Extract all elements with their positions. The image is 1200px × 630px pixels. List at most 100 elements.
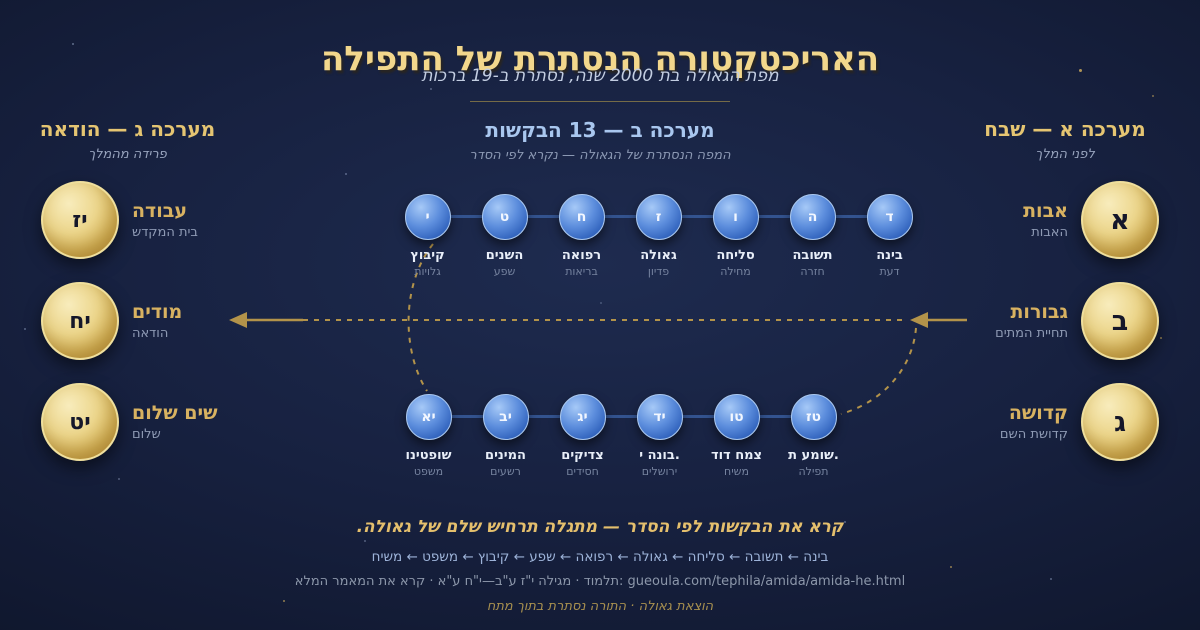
act-item-label: שים שלום [132,402,218,424]
act-circle: ב [1081,282,1159,360]
act-item: אבות האבות א [854,181,1159,259]
act-item: יז עבודה בית המקדש [41,181,346,259]
divider [470,101,730,102]
blessing-label: צמח דוד [710,448,763,463]
blessing-letter: ה [807,209,818,225]
act-b-subheading: המפה הנסתרת של הגאולה — נקרא לפי הסדר [469,148,731,163]
blessing-label: השנים [485,248,524,263]
act-item-label: קדושה [1008,402,1068,424]
blessing-letter: יא [421,409,436,425]
act-c-header: מערכה ג — הודאה פרידה מהמלך [0,117,255,162]
blessing-letter: ט [499,209,510,225]
act-letter: יז [72,207,88,233]
blessing-sublabel: תפילה [798,465,829,478]
act-item-labels: עבודה בית המקדש [132,200,346,240]
blessing-sublabel: משפט [413,465,444,478]
star [1050,578,1052,580]
act-letter: יט [69,409,91,435]
star [345,173,347,175]
blessing-sublabel: חזרה [800,265,825,278]
act-a-heading: מערכה א — שבח [984,117,1146,141]
act-item-sublabel: שלום [132,427,161,442]
blessing-node: ז גאולה פדיון [620,194,697,278]
act-b-heading: מערכה ב — 13 הבקשות [485,118,715,142]
act-item: יח מודים הודאה [41,282,346,360]
blessing-circle: ז [635,194,682,240]
star [600,302,602,304]
blessing-sublabel: חסידים [566,465,599,478]
act-circle: א [1081,181,1159,259]
blessing-label: תשובה [792,248,833,263]
act-item-label: מודים [132,301,183,323]
blessing-node: ח רפואה בריאות [543,194,620,278]
source-url[interactable]: gueoula.com/tephila/amida/amida-he.html [627,574,906,589]
blessing-label: קיבוץ [410,248,445,263]
act-a-items: אבות האבות א גבורות תחיית המתים ב קדושה קדושת ה… [854,181,1159,461]
blessing-letter: טז [805,409,822,425]
act-a-header: מערכה א — שבח לפני המלך [930,117,1200,162]
act-circle: יז [41,181,119,259]
act-item-label: אבות [1023,200,1068,222]
blessing-circle: יא [405,394,452,440]
blessing-sublabel: שפע [493,265,516,278]
blessing-circle: טו [713,394,760,440]
blessing-sublabel: ירושלים [641,465,678,478]
blessing-node: ה תשובה חזרה [774,194,851,278]
blessing-letter: יב [499,409,512,425]
star [1160,337,1162,339]
act-letter: יח [69,308,91,334]
act-item-sublabel: האבות [1031,225,1068,240]
blessing-circle: ט [481,194,528,240]
blessing-label: שומע ת. [788,448,839,463]
star [364,540,366,542]
cta-text: קרא את הבקשות לפי הסדר — מתגלה תרחיש שלם… [356,517,844,537]
act-a-subheading: לפני המלך [1035,147,1095,162]
blessing-circle: יב [482,394,529,440]
act-item-sublabel: תחיית המתים [995,326,1068,341]
act-item-label: עבודה [132,200,187,222]
blessing-label: סליחה [716,248,755,263]
blessing-node: ו סליחה מחילה [697,194,774,278]
act-item-sublabel: קדושת השם [999,427,1068,442]
page-title: האריכטקטורה הנסתרת של התפילה [320,38,880,79]
star [283,600,285,602]
blessing-sublabel: משיח [724,465,749,478]
act-item: גבורות תחיית המתים ב [854,282,1159,360]
blessing-circle: ה [789,194,836,240]
act-item-sublabel: הודאה [132,326,169,341]
blessing-letter: ו [733,209,738,225]
blessing-label: גאולה [640,248,677,263]
act-circle: יט [41,383,119,461]
sequence-text: בינה ← תשובה ← סליחה ← גאולה ← רפואה ← ש… [371,549,829,565]
blessing-label: בינה [876,248,903,263]
act-c-items: יז עבודה בית המקדש יח מודים הודאה יט שים שלום של… [41,181,346,461]
blessing-node: טז שומע ת. תפילה [775,394,852,478]
blessing-node: ד בינה דעת [851,194,928,278]
blessing-letter: ח [576,209,587,225]
act-letter: ג [1113,406,1127,438]
blessing-label: המינים [485,448,526,463]
star [430,88,432,90]
blessing-node: יא שופטינו משפט [390,394,467,478]
act-item: קדושה קדושת השם ג [854,383,1159,461]
act-b-header: מערכה ב — 13 הבקשות המפה הנסתרת של הגאול… [400,118,800,163]
act-circle: ג [1081,383,1159,461]
act-item-labels: אבות האבות [854,200,1068,240]
act-item: יט שים שלום שלום [41,383,346,461]
page-subtitle: מפת הגאולה בת 2000 שנה, נסתרת ב-19 ברכות [421,66,779,86]
blessing-sublabel: בריאות [565,265,598,278]
blessing-sublabel: דעת [879,265,900,278]
blessing-sublabel: רשעים [490,465,521,478]
act-item-labels: שים שלום שלום [132,402,346,442]
act-c-subheading: פרידה מהמלך [88,147,167,162]
blessing-circle: ו [712,194,759,240]
blessing-circle: י [404,194,451,240]
blessing-sublabel: פדיון [647,265,670,278]
blessing-circle: יג [559,394,606,440]
blessing-letter: ז [655,209,662,225]
blessing-letter: יד [653,409,666,425]
star [24,328,26,330]
blessing-circle: יד [636,394,683,440]
act-letter: א [1110,204,1130,236]
